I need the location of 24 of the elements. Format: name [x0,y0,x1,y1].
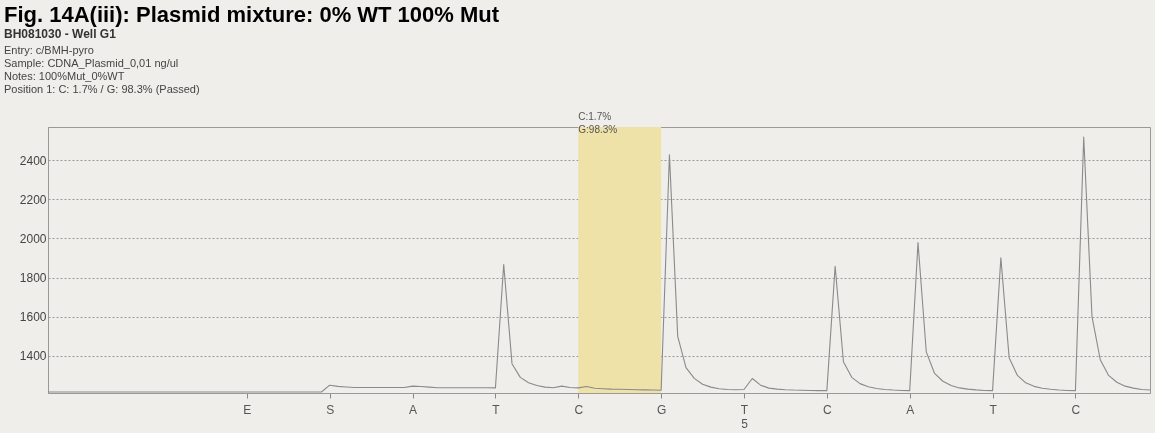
x-tick-label: T 5 [740,402,749,431]
y-tick-label: 1800 [19,271,47,286]
y-tick-label: 2000 [19,231,47,246]
chart-title: Fig. 14A(iii): Plasmid mixture: 0% WT 100% Mut [4,2,500,27]
x-tick-label: C [823,402,833,417]
x-tick-label: A [409,402,418,417]
x-tick-label: G [656,402,667,417]
text: Sample: CDNA_Plasmid_0,01 ng/ul [4,57,179,69]
x-tick-label: C [574,402,584,417]
y-tick-label: 1600 [19,310,47,325]
x-tick-label: T [492,402,501,417]
text: Position 1: C: 1.7% / G: 98.3% (Passed) [4,83,200,95]
text: Entry: c/BMH-pyro [4,44,94,56]
x-tick-label: A [906,402,915,417]
x-tick-label: C [1071,402,1081,417]
y-tick-label: 1400 [19,349,47,364]
y-tick-label: 2400 [19,153,47,168]
band-label: C:1.7% G:98.3% [578,111,618,135]
text: Notes: 100%Mut_0%WT [4,70,125,82]
x-tick-label: T [989,402,998,417]
x-tick-label: E [243,402,252,417]
y-tick-label: 2200 [19,192,47,207]
x-tick-label: S [326,402,335,417]
chart-subtitle: BH081030 - Well G1 [4,27,117,41]
